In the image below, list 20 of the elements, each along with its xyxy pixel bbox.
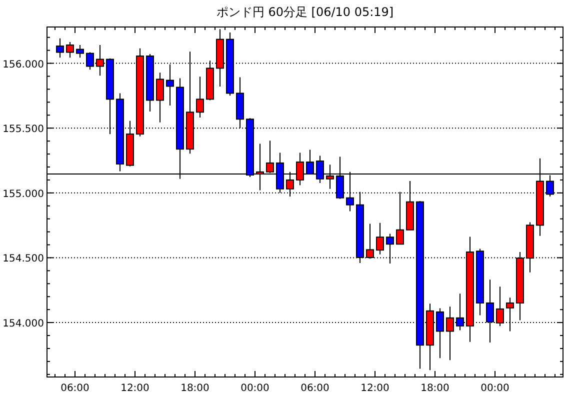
candlestick — [156, 72, 164, 123]
candlestick — [56, 38, 64, 58]
candlestick — [76, 44, 84, 58]
candlestick — [66, 42, 74, 58]
x-tick-label: 12:00 — [120, 383, 150, 394]
y-tick-label: 155.500 — [2, 124, 44, 136]
y-tick-label: 154.000 — [2, 318, 44, 330]
chart-title: ポンド円 60分足 [06/10 05:19] — [216, 5, 394, 19]
x-tick-label: 06:00 — [300, 383, 330, 394]
x-tick-label: 00:00 — [480, 383, 510, 394]
x-tick-label: 00:00 — [240, 383, 270, 394]
x-tick-label: 12:00 — [360, 383, 390, 394]
x-tick-label: 18:00 — [420, 383, 450, 394]
x-tick-label: 06:00 — [60, 383, 90, 394]
y-tick-label: 155.000 — [2, 188, 44, 200]
y-tick-label: 154.500 — [2, 254, 44, 265]
candlestick — [376, 222, 384, 255]
candlestick — [196, 76, 204, 118]
y-tick-label: 156.000 — [2, 59, 44, 70]
x-tick-label: 18:00 — [180, 383, 210, 394]
